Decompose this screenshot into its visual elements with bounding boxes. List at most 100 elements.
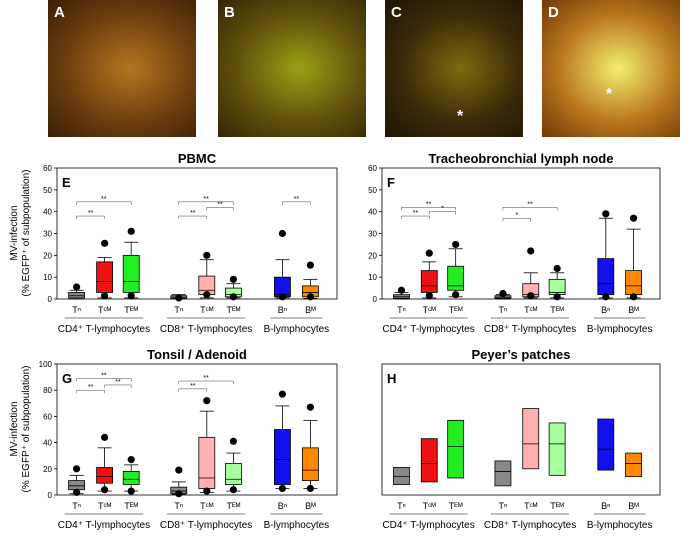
outlier-point (101, 239, 109, 247)
box-f-5 (548, 264, 566, 301)
outlier-point (203, 291, 211, 299)
box-e-1 (96, 239, 113, 300)
box-label: Tᶜᴹ (200, 305, 214, 315)
y-tick-label: 50 (43, 186, 52, 195)
outlier-point (203, 251, 211, 259)
y-tick-label: 20 (368, 251, 377, 260)
box-h-0 (393, 467, 410, 485)
box-h-6 (597, 418, 615, 471)
bracket-line (76, 378, 132, 382)
photo-star: * (606, 86, 613, 103)
y-tick-label: 30 (368, 230, 377, 239)
y-axis-label-e: MV-infection (% EGFP⁺ of subpopulation) (9, 169, 32, 296)
box-body (301, 447, 319, 481)
outlier-point (553, 293, 561, 301)
panel-letter: E (62, 175, 71, 190)
box-body (122, 471, 140, 485)
outlier-point (203, 397, 211, 405)
photo-letter: D (548, 4, 559, 21)
box-f-3 (494, 289, 512, 300)
bracket-line (178, 215, 208, 220)
box-body (522, 408, 540, 470)
bracket-line (502, 207, 558, 211)
significance-bracket: ** (178, 210, 208, 220)
y-tick-label: 40 (43, 208, 52, 217)
box-body (68, 292, 85, 299)
outlier-point (101, 292, 109, 300)
box-body (224, 463, 242, 485)
box-label: Tⁿ (499, 305, 508, 315)
y-tick-label: 80 (43, 386, 52, 395)
box-label: Tᶜᴹ (524, 501, 538, 511)
y-tick-label: 40 (43, 439, 52, 448)
box-label: Bⁿ (601, 501, 610, 511)
outlier-point (527, 292, 535, 300)
box-label: Bⁿ (278, 501, 287, 511)
box-label: Tᶜᴹ (423, 305, 437, 315)
group-label: B-lymphocytes (264, 324, 330, 335)
box-body (68, 480, 85, 491)
significance-label: ** (190, 210, 196, 217)
outlier-point (452, 240, 460, 249)
outlier-point (306, 403, 314, 411)
bracket-line (401, 207, 456, 211)
y-tick-label: 0 (373, 295, 378, 304)
box-label: Tᶜᴹ (200, 501, 214, 511)
significance-bracket: ** (401, 201, 456, 211)
box-h-3 (494, 460, 512, 487)
box-body (447, 419, 465, 479)
significance-bracket: ** (282, 196, 311, 205)
group-label: CD8⁺ T-lymphocytes (160, 520, 252, 531)
significance-label: ** (294, 196, 300, 203)
y-tick-label: 100 (39, 360, 53, 369)
outlier-point (278, 293, 286, 301)
outlier-point (306, 484, 314, 493)
y-tick-label: 10 (43, 273, 52, 282)
box-label: Tⁿ (174, 501, 183, 511)
outlier-point (397, 286, 406, 294)
outlier-point (127, 227, 135, 235)
panel-title: PBMC (178, 151, 217, 166)
significance-label: ** (203, 196, 209, 203)
box-h-7 (625, 452, 642, 478)
significance-bracket: ** (76, 196, 132, 205)
outlier-point (73, 465, 81, 473)
outlier-point (425, 292, 433, 300)
significance-bracket: * (429, 206, 456, 215)
photo-panel-d: D * (542, 0, 680, 137)
bracket-line (502, 217, 531, 222)
box-e-7 (301, 261, 319, 301)
photo-letter: C (391, 4, 402, 21)
group-label: CD4⁺ T-lymphocytes (58, 520, 150, 531)
box-e-0 (68, 283, 85, 300)
bracket-line (76, 201, 132, 205)
significance-bracket: ** (206, 201, 234, 211)
box-label: Tᴱᴹ (227, 501, 241, 511)
chart-panel-e: PBMC E 0 10 20 30 40 50 60 Tⁿ Tᶜᴹ Tᴱᴹ CD4⁺ T-lymphoc… (43, 151, 338, 335)
significance-bracket: ** (178, 375, 234, 385)
box-label: Tᶜᴹ (423, 501, 437, 511)
box-body (597, 258, 615, 296)
box-label: Tⁿ (174, 305, 183, 315)
box-label: Tⁿ (72, 501, 81, 511)
significance-label: ** (527, 201, 533, 208)
y-tick-label: 20 (43, 465, 52, 474)
significance-bracket: ** (502, 201, 558, 211)
y-axis-label-g: MV-infection (% EGFP⁺ of subpopulation) (9, 365, 32, 492)
box-body (122, 254, 140, 293)
group-label: CD4⁺ T-lymphocytes (58, 324, 150, 335)
box-label: Bᴹ (628, 501, 639, 511)
significance-label: * (515, 212, 518, 219)
box-g-5 (224, 437, 242, 494)
box-g-0 (68, 465, 85, 496)
bracket-line (178, 380, 234, 385)
box-label: Tᴱᴹ (227, 305, 241, 315)
outlier-point (602, 293, 610, 301)
box-label: Bⁿ (601, 305, 610, 315)
outlier-point (127, 456, 135, 464)
box-body (273, 429, 291, 485)
box-e-4 (198, 251, 216, 299)
box-label: Tᶜᴹ (98, 501, 112, 511)
photo-panel-b: B (218, 0, 366, 137)
outlier-point (306, 293, 314, 301)
